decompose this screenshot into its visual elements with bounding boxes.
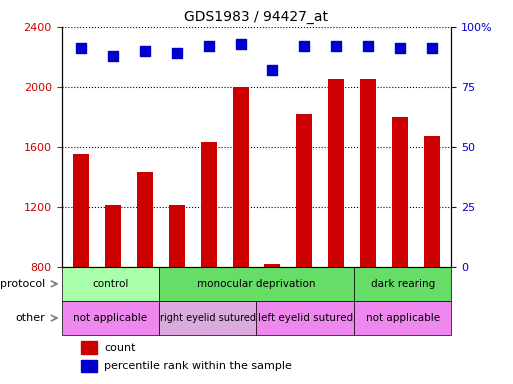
- Text: control: control: [92, 279, 128, 289]
- Text: count: count: [105, 343, 136, 353]
- Bar: [169, 205, 185, 384]
- Text: not applicable: not applicable: [366, 313, 440, 323]
- Bar: [201, 142, 216, 384]
- Bar: [81, 360, 96, 372]
- Point: [332, 43, 341, 49]
- Point: [268, 67, 277, 73]
- FancyBboxPatch shape: [354, 301, 451, 335]
- Text: left eyelid sutured: left eyelid sutured: [258, 313, 353, 323]
- Bar: [73, 154, 89, 384]
- Point: [172, 50, 181, 56]
- Point: [109, 53, 117, 59]
- Point: [141, 48, 149, 54]
- FancyBboxPatch shape: [62, 267, 159, 301]
- Bar: [328, 79, 344, 384]
- FancyBboxPatch shape: [354, 267, 451, 301]
- Text: percentile rank within the sample: percentile rank within the sample: [105, 361, 292, 371]
- FancyBboxPatch shape: [159, 301, 256, 335]
- Point: [205, 43, 213, 49]
- Bar: [424, 136, 440, 384]
- Text: not applicable: not applicable: [73, 313, 147, 323]
- Point: [76, 45, 85, 51]
- FancyBboxPatch shape: [256, 301, 354, 335]
- Bar: [265, 264, 281, 384]
- Bar: [136, 172, 153, 384]
- Text: right eyelid sutured: right eyelid sutured: [160, 313, 256, 323]
- Text: other: other: [15, 313, 45, 323]
- Bar: [105, 205, 121, 384]
- FancyBboxPatch shape: [62, 301, 159, 335]
- Bar: [392, 117, 408, 384]
- Text: monocular deprivation: monocular deprivation: [198, 279, 315, 289]
- Bar: [232, 87, 248, 384]
- Point: [428, 45, 437, 51]
- Text: dark rearing: dark rearing: [370, 279, 435, 289]
- Point: [396, 45, 404, 51]
- FancyBboxPatch shape: [159, 267, 354, 301]
- Title: GDS1983 / 94427_at: GDS1983 / 94427_at: [185, 10, 328, 25]
- Point: [300, 43, 308, 49]
- Bar: [81, 341, 96, 354]
- Text: protocol: protocol: [0, 279, 45, 289]
- Point: [236, 41, 245, 47]
- Bar: [297, 114, 312, 384]
- Point: [364, 43, 372, 49]
- Bar: [360, 79, 377, 384]
